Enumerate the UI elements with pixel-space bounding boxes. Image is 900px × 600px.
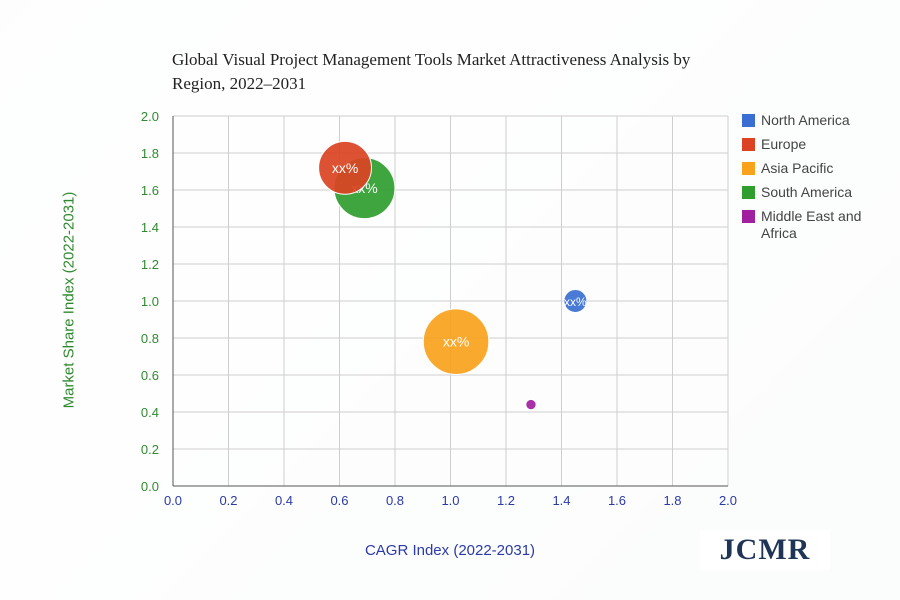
legend-item-north-america[interactable]: North America	[742, 112, 892, 129]
legend-swatch	[742, 210, 755, 223]
x-tick-label: 2.0	[719, 493, 737, 508]
x-tick-label: 1.0	[441, 493, 459, 508]
bubble-europe	[318, 140, 372, 195]
legend-swatch	[742, 138, 755, 151]
bubble-label-north-america: xx%	[564, 295, 587, 309]
y-tick-label: 2.0	[141, 109, 159, 124]
legend-item-asia-pacific[interactable]: Asia Pacific	[742, 160, 892, 177]
legend-swatch	[742, 186, 755, 199]
legend-item-europe[interactable]: Europe	[742, 136, 892, 153]
x-tick-label: 1.8	[663, 493, 681, 508]
jcmr-logo: JCMR	[700, 530, 830, 570]
x-tick-label: 0.6	[330, 493, 348, 508]
bubble-asia-pacific	[422, 308, 490, 375]
y-tick-label: 0.4	[141, 405, 159, 420]
legend-item-south-america[interactable]: South America	[742, 184, 892, 201]
legend-label: Asia Pacific	[761, 160, 834, 176]
legend-item-middle-east-and-africa[interactable]: Middle East and Africa	[742, 208, 892, 242]
y-tick-label: 0.2	[141, 442, 159, 457]
x-tick-label: 0.2	[219, 493, 237, 508]
legend-swatch	[742, 114, 755, 127]
legend: North America Europe Asia Pacific South Ame…	[742, 112, 892, 249]
legend-label: Middle East and Africa	[761, 208, 862, 241]
x-tick-label: 0.0	[164, 493, 182, 508]
y-tick-label: 0.6	[141, 368, 159, 383]
y-tick-label: 1.8	[141, 146, 159, 161]
x-tick-label: 1.6	[608, 493, 626, 508]
chart-title: Global Visual Project Management Tools M…	[172, 50, 691, 93]
bubble-label-asia-pacific: xx%	[443, 334, 469, 350]
bubble-middle-east-and-africa	[525, 398, 537, 411]
x-tick-label: 0.8	[386, 493, 404, 508]
legend-label: South America	[761, 184, 853, 200]
x-tick-label: 1.2	[497, 493, 515, 508]
y-tick-label: 0.8	[141, 331, 159, 346]
y-tick-label: 1.4	[141, 220, 159, 235]
y-tick-label: 1.2	[141, 257, 159, 272]
bubble-label-europe: xx%	[332, 160, 358, 176]
y-axis-label: Market Share Index (2022-2031)	[60, 191, 78, 409]
y-tick-label: 1.6	[141, 183, 159, 198]
legend-label: North America	[761, 112, 850, 128]
legend-swatch	[742, 162, 755, 175]
bubble-north-america	[563, 289, 588, 313]
x-tick-label: 1.4	[552, 493, 570, 508]
y-tick-label: 0.0	[141, 479, 159, 494]
legend-label: Europe	[761, 136, 807, 152]
y-tick-label: 1.0	[141, 294, 159, 309]
x-axis-label: CAGR Index (2022-2031)	[364, 542, 536, 559]
x-tick-label: 0.4	[275, 493, 293, 508]
